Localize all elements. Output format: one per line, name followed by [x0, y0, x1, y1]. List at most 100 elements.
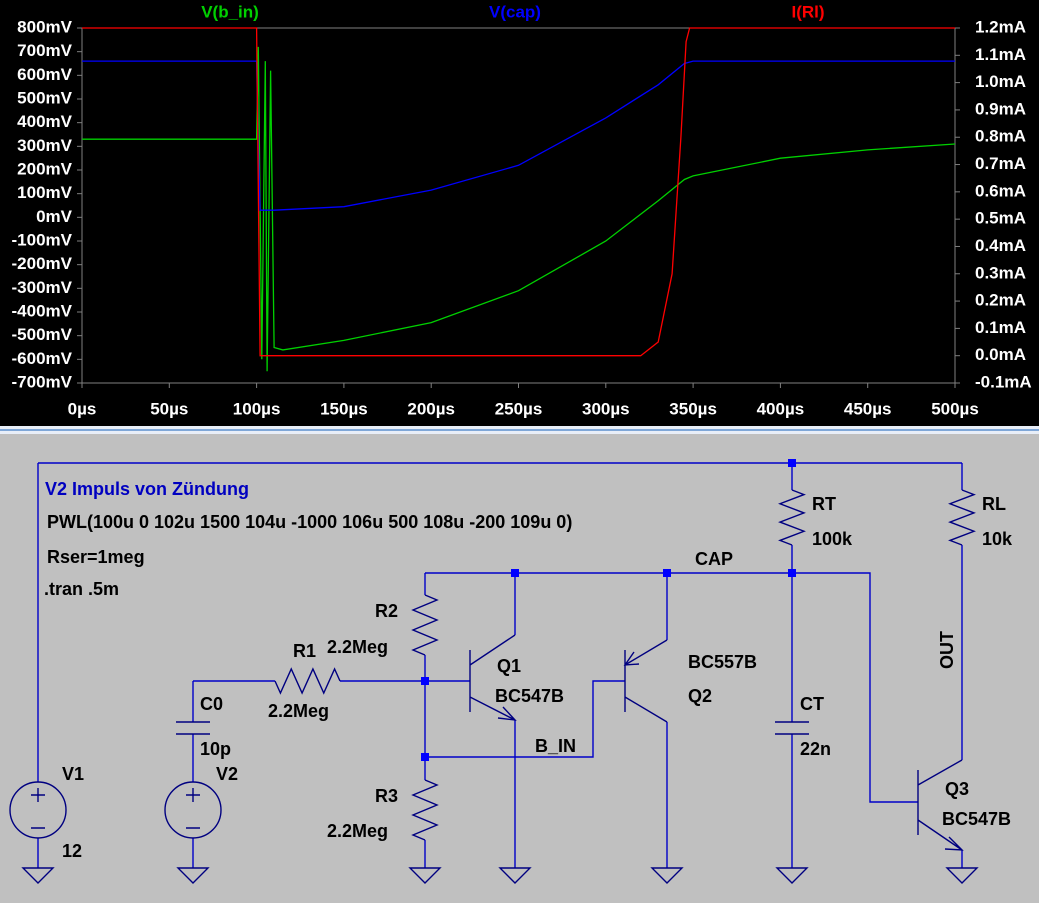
x-tick-label: 450µs: [844, 399, 892, 418]
y-tick-label: -400mV: [12, 301, 73, 320]
part-name: V1: [62, 764, 84, 784]
x-tick-label: 100µs: [233, 399, 281, 418]
part-name: Q2: [688, 686, 712, 706]
part-name: RL: [982, 494, 1006, 514]
y-tick-label: -100mV: [12, 230, 73, 249]
part-value: BC557B: [688, 652, 757, 672]
x-tick-label: 0µs: [68, 399, 97, 418]
part-name: R2: [375, 601, 398, 621]
legend-entry: V(cap): [489, 2, 541, 21]
y2-tick-label: 1.0mA: [975, 72, 1026, 91]
part-value: 100k: [812, 529, 853, 549]
ground: [176, 867, 210, 884]
x-tick-label: 200µs: [407, 399, 455, 418]
y-tick-label: -200mV: [12, 254, 73, 273]
capacitor: [176, 721, 210, 735]
y2-tick-label: 0.1mA: [975, 318, 1026, 337]
part-name: CT: [800, 694, 824, 714]
capacitor: [775, 721, 809, 735]
legend-entry: I(Rl): [791, 2, 824, 21]
x-tick-label: 350µs: [669, 399, 717, 418]
legend-entry: V(b_in): [201, 2, 259, 21]
source-polarity: [186, 788, 200, 829]
ground: [945, 867, 979, 884]
part-name: Q3: [945, 779, 969, 799]
directive: PWL(100u 0 102u 1500 104u -1000 106u 500…: [47, 512, 572, 532]
net-label: CAP: [695, 549, 733, 569]
part-value: 22n: [800, 739, 831, 759]
plot-pane: [0, 0, 1039, 426]
y-tick-label: 400mV: [17, 112, 72, 131]
part-value: 10k: [982, 529, 1013, 549]
y2-tick-label: 1.2mA: [975, 17, 1026, 36]
x-tick-label: 250µs: [495, 399, 543, 418]
y-tick-label: 700mV: [17, 41, 72, 60]
y2-tick-label: 0.7mA: [975, 154, 1026, 173]
npn-transistor: [917, 759, 964, 851]
junction: [788, 459, 796, 467]
y-tick-label: -300mV: [12, 278, 73, 297]
part-name: R1: [293, 641, 316, 661]
y2-tick-label: 0.3mA: [975, 263, 1026, 282]
voltage-source: [164, 781, 222, 839]
y-tick-label: 500mV: [17, 88, 72, 107]
part-value: 2.2Meg: [327, 637, 388, 657]
part-name: C0: [200, 694, 223, 714]
ground: [775, 867, 809, 884]
junction: [421, 753, 429, 761]
schematic-pane: [0, 434, 1039, 903]
directive: Rser=1meg: [47, 547, 145, 567]
ground: [650, 867, 684, 884]
part-value: 2.2Meg: [327, 821, 388, 841]
junction: [663, 569, 671, 577]
x-tick-label: 50µs: [150, 399, 188, 418]
series-line: [82, 46, 956, 372]
y-tick-label: 100mV: [17, 183, 72, 202]
part-value: 12: [62, 841, 82, 861]
ground: [498, 867, 532, 884]
y2-tick-label: 0.0mA: [975, 345, 1026, 364]
resistor: [778, 489, 806, 546]
y2-tick-label: 0.2mA: [975, 291, 1026, 310]
x-tick-label: 150µs: [320, 399, 368, 418]
junction: [421, 677, 429, 685]
part-name: Q1: [497, 656, 521, 676]
resistor: [948, 489, 976, 546]
npn-transistor: [469, 634, 517, 721]
x-tick-label: 500µs: [931, 399, 979, 418]
net-label: OUT: [937, 631, 957, 669]
schematic: V2 Impuls von Zündung PWL(100u 0 102u 15…: [9, 459, 1013, 884]
junction: [788, 569, 796, 577]
y-tick-label: 800mV: [17, 17, 72, 36]
part-name: V2: [216, 764, 238, 784]
y-tick-label: -700mV: [12, 372, 73, 391]
resistor: [411, 779, 439, 841]
x-tick-label: 300µs: [582, 399, 630, 418]
part-value: 2.2Meg: [268, 701, 329, 721]
y-tick-label: 600mV: [17, 65, 72, 84]
part-value: BC547B: [495, 686, 564, 706]
x-tick-label: 400µs: [757, 399, 805, 418]
net-label: B_IN: [535, 736, 576, 756]
y-tick-label: -500mV: [12, 325, 73, 344]
y2-tick-label: 0.5mA: [975, 209, 1026, 228]
ground: [21, 867, 55, 884]
part-name: R3: [375, 786, 398, 806]
wire: [425, 572, 918, 803]
y-tick-label: 0mV: [36, 207, 73, 226]
part-value: BC547B: [942, 809, 1011, 829]
y2-tick-label: 0.6mA: [975, 181, 1026, 200]
plot: 800mV 700mV 600mV 500mV 400mV 300mV 200mV 100mV…: [12, 2, 1032, 418]
y-tick-label: 300mV: [17, 136, 72, 155]
y2-tick-label: 0.4mA: [975, 236, 1026, 255]
y2-tick-label: 0.8mA: [975, 127, 1026, 146]
voltage-source: [9, 781, 67, 839]
wire: [425, 680, 625, 758]
resistor: [411, 594, 439, 656]
y2-tick-label: 1.1mA: [975, 45, 1026, 64]
junction: [511, 569, 519, 577]
y2-tick-label: -0.1mA: [975, 372, 1032, 391]
ground: [408, 867, 442, 884]
y-tick-label: 200mV: [17, 159, 72, 178]
